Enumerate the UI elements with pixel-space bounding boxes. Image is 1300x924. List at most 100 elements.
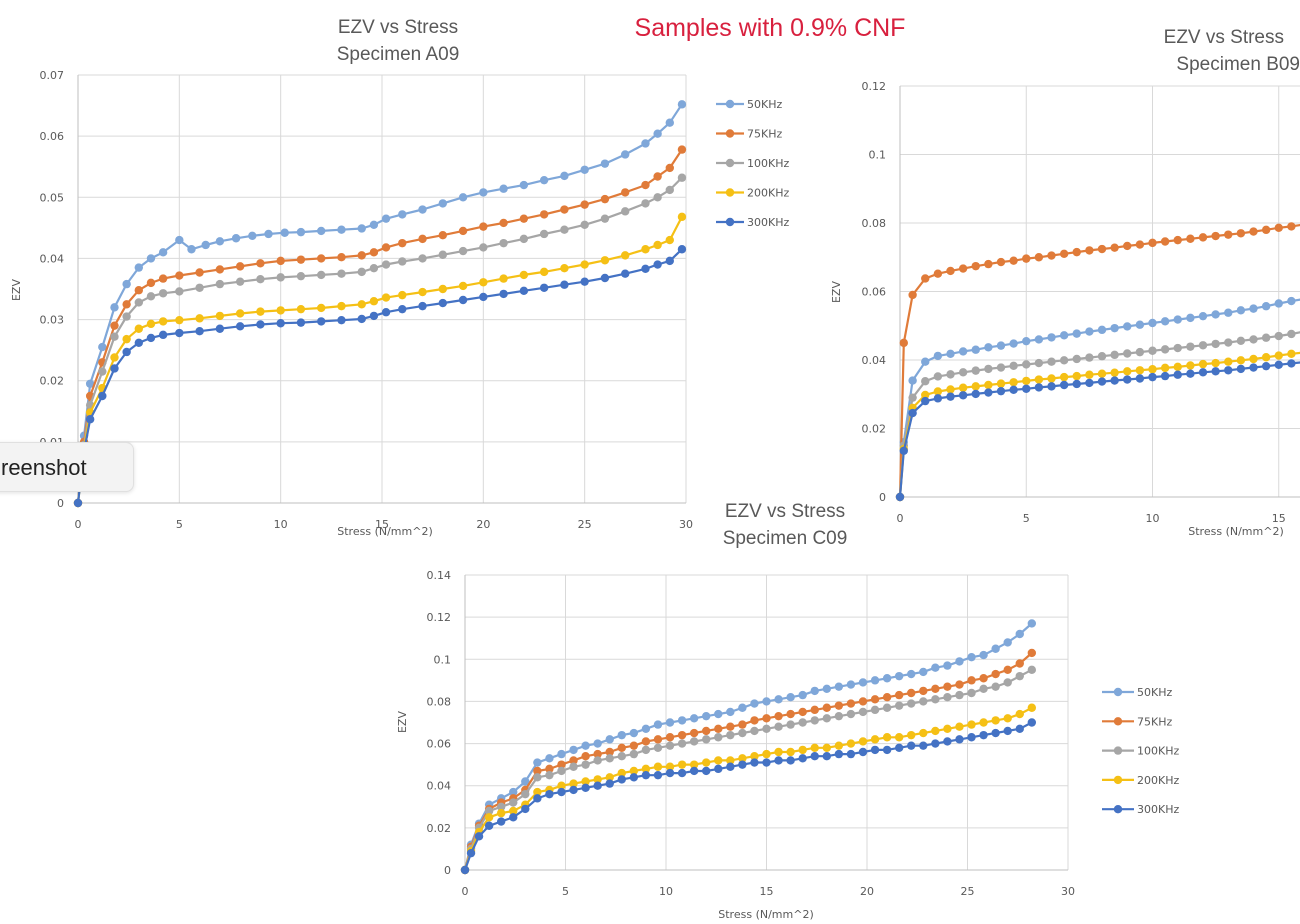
- chart-c09-point-100KHz-11: [581, 760, 590, 769]
- chart-a09-point-200KHz-25: [479, 278, 488, 287]
- chart-c09-point-100KHz-5: [509, 798, 518, 807]
- chart-c09-point-75KHz-28: [786, 709, 795, 719]
- chart-b09-point-200KHz-30: [1261, 353, 1271, 362]
- chart-a09-point-100KHz-36: [677, 173, 687, 182]
- chart-c09-ytick-4: 0.08: [427, 695, 452, 708]
- chart-c09-point-75KHz-40: [931, 684, 940, 693]
- chart-c09-point-200KHz-41: [943, 724, 952, 734]
- chart-b09-point-200KHz-3: [921, 390, 930, 400]
- chart-b09-point-200KHz-25: [1198, 359, 1208, 369]
- chart-a09-point-300KHz-18: [357, 314, 366, 324]
- chart-c09-point-50KHz-39: [919, 667, 928, 677]
- chart-a09-point-100KHz-27: [519, 234, 529, 244]
- chart-b09-point-50KHz-31: [1274, 299, 1283, 308]
- chart-c09-point-300KHz-2: [474, 832, 484, 841]
- chart-a09-point-75KHz-19: [369, 248, 379, 257]
- chart-b09-ytick-5: 0.1: [869, 149, 887, 162]
- chart-a09-point-100KHz-21: [398, 257, 407, 266]
- chart-b09-xlabel: Stress (N/mm^2): [1188, 525, 1283, 538]
- chart-b09-point-50KHz-13: [1047, 333, 1056, 342]
- chart-c09-point-100KHz-36: [882, 703, 892, 712]
- chart-c09-point-75KHz-23: [726, 722, 735, 731]
- chart-c09-point-75KHz-11: [581, 752, 590, 761]
- chart-c09-point-50KHz-47: [1015, 629, 1024, 639]
- chart-c09-point-100KHz-25: [750, 726, 759, 736]
- chart-a09-point-75KHz-33: [641, 180, 650, 190]
- screenshot-toast[interactable]: reenshot: [0, 442, 134, 492]
- chart-a09-legend-label-300KHz: 300KHz: [747, 216, 789, 229]
- chart-a09-point-300KHz-13: [256, 320, 265, 329]
- chart-b09-point-100KHz-15: [1072, 354, 1081, 364]
- chart-c09-point-200KHz-37: [894, 733, 904, 742]
- chart-a09-xtick-4: 20: [476, 518, 490, 531]
- chart-b09-point-100KHz-32: [1287, 329, 1296, 339]
- chart-a09-point-200KHz-5: [122, 334, 131, 344]
- chart-c09-point-75KHz-26: [762, 714, 771, 723]
- chart-c09-point-300KHz-26: [762, 758, 771, 767]
- chart-b09-point-75KHz-32: [1287, 222, 1296, 231]
- chart-c09-point-75KHz-29: [798, 707, 807, 717]
- chart-c09-point-50KHz-38: [907, 669, 916, 679]
- chart-c09-point-200KHz-12: [593, 775, 602, 784]
- chart-c09-point-100KHz-4: [496, 802, 506, 811]
- chart-a09-point-50KHz-6: [134, 263, 143, 272]
- chart-a09-point-300KHz-7: [146, 333, 156, 343]
- chart-a09-point-100KHz-10: [195, 283, 204, 292]
- chart-c09-point-300KHz-7: [533, 794, 542, 803]
- chart-a09-point-50KHz-33: [600, 159, 610, 168]
- chart-a09-point-200KHz-7: [146, 319, 156, 329]
- chart-b09-point-100KHz-22: [1160, 345, 1170, 354]
- chart-a09-point-50KHz-17: [296, 227, 306, 237]
- chart-c09-point-50KHz-35: [870, 676, 880, 685]
- chart-a09-point-50KHz-3: [98, 342, 107, 352]
- chart-c09-point-300KHz-18: [665, 768, 675, 778]
- chart-b09-point-50KHz-20: [1135, 320, 1145, 329]
- chart-c09-ytick-1: 0.02: [427, 822, 452, 835]
- chart-b09-point-75KHz-22: [1160, 237, 1170, 246]
- chart-a09-point-75KHz-27: [519, 214, 529, 223]
- chart-c09-point-50KHz-36: [882, 674, 892, 683]
- chart-b09-point-200KHz-6: [958, 383, 968, 392]
- chart-a09-ytick-7: 0.07: [40, 69, 65, 82]
- chart-c09-point-75KHz-17: [653, 735, 663, 744]
- chart-c09-point-200KHz-23: [726, 756, 735, 765]
- chart-b09-point-50KHz-19: [1123, 322, 1132, 331]
- chart-c09-point-75KHz-48: [1027, 648, 1037, 658]
- chart-b09-point-50KHz-17: [1097, 325, 1107, 335]
- chart-c09-point-100KHz-46: [1003, 678, 1012, 687]
- chart-c09-point-100KHz-24: [738, 728, 747, 738]
- chart-c09-point-300KHz-41: [943, 737, 952, 746]
- chart-b09-point-300KHz-32: [1287, 359, 1296, 368]
- chart-c09-point-300KHz-4: [496, 817, 506, 826]
- chart-c09-point-100KHz-33: [846, 709, 856, 719]
- chart-c09-point-75KHz-36: [882, 693, 892, 702]
- chart-b09-point-200KHz-28: [1236, 356, 1246, 365]
- chart-c09-point-300KHz-34: [858, 747, 868, 757]
- chart-b09-point-50KHz-21: [1148, 318, 1157, 328]
- chart-a09-point-75KHz-29: [560, 205, 569, 214]
- chart-b09-point-50KHz-6: [958, 347, 968, 356]
- chart-b09-point-50KHz-9: [996, 341, 1006, 350]
- chart-a09-point-100KHz-14: [276, 273, 285, 282]
- chart-a09-xtick-5: 25: [578, 518, 592, 531]
- chart-a09-point-100KHz-7: [146, 292, 156, 301]
- chart-b09-point-100KHz-29: [1249, 335, 1258, 344]
- chart-c09-point-50KHz-37: [894, 671, 904, 681]
- chart-c09-point-300KHz-3: [484, 821, 494, 830]
- chart-b09-point-50KHz-22: [1160, 317, 1170, 326]
- chart-b09-point-100KHz-8: [984, 364, 993, 374]
- chart-c09-point-200KHz-28: [786, 747, 795, 757]
- chart-a09-point-50KHz-29: [519, 180, 529, 190]
- chart-b09-point-100KHz-3: [921, 377, 930, 386]
- chart-b09-point-300KHz-30: [1261, 361, 1271, 371]
- chart-b09-point-100KHz-9: [996, 363, 1006, 372]
- chart-c09-point-100KHz-48: [1027, 665, 1037, 675]
- chart-b09-point-300KHz-28: [1236, 364, 1246, 374]
- chart-a09-point-200KHz-27: [519, 270, 529, 280]
- chart-c09-point-100KHz-14: [617, 752, 626, 761]
- chart-b09-point-300KHz-26: [1211, 367, 1220, 376]
- chart-b09-point-75KHz-16: [1085, 246, 1094, 255]
- chart-a09-point-300KHz-24: [458, 295, 468, 305]
- chart-c09-ytick-5: 0.1: [434, 653, 452, 666]
